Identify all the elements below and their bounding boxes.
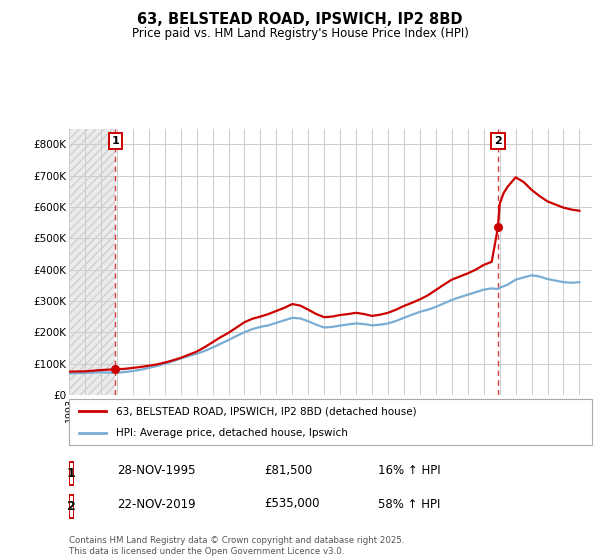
Text: £81,500: £81,500 <box>264 464 312 477</box>
Text: 58% ↑ HPI: 58% ↑ HPI <box>378 497 440 511</box>
Text: 28-NOV-1995: 28-NOV-1995 <box>117 464 196 477</box>
Bar <box>69 129 115 395</box>
Text: 2: 2 <box>494 136 502 146</box>
Text: 1: 1 <box>67 466 76 480</box>
Text: HPI: Average price, detached house, Ipswich: HPI: Average price, detached house, Ipsw… <box>116 428 348 438</box>
FancyBboxPatch shape <box>69 399 592 445</box>
Text: 63, BELSTEAD ROAD, IPSWICH, IP2 8BD: 63, BELSTEAD ROAD, IPSWICH, IP2 8BD <box>137 12 463 27</box>
Text: Contains HM Land Registry data © Crown copyright and database right 2025.
This d: Contains HM Land Registry data © Crown c… <box>69 536 404 556</box>
FancyBboxPatch shape <box>69 496 74 518</box>
Text: 2: 2 <box>67 500 76 514</box>
Text: 1: 1 <box>112 136 119 146</box>
FancyBboxPatch shape <box>69 462 74 484</box>
Text: £535,000: £535,000 <box>264 497 320 511</box>
Text: 63, BELSTEAD ROAD, IPSWICH, IP2 8BD (detached house): 63, BELSTEAD ROAD, IPSWICH, IP2 8BD (det… <box>116 406 417 416</box>
Text: 22-NOV-2019: 22-NOV-2019 <box>117 497 196 511</box>
Text: Price paid vs. HM Land Registry's House Price Index (HPI): Price paid vs. HM Land Registry's House … <box>131 27 469 40</box>
Text: 16% ↑ HPI: 16% ↑ HPI <box>378 464 440 477</box>
